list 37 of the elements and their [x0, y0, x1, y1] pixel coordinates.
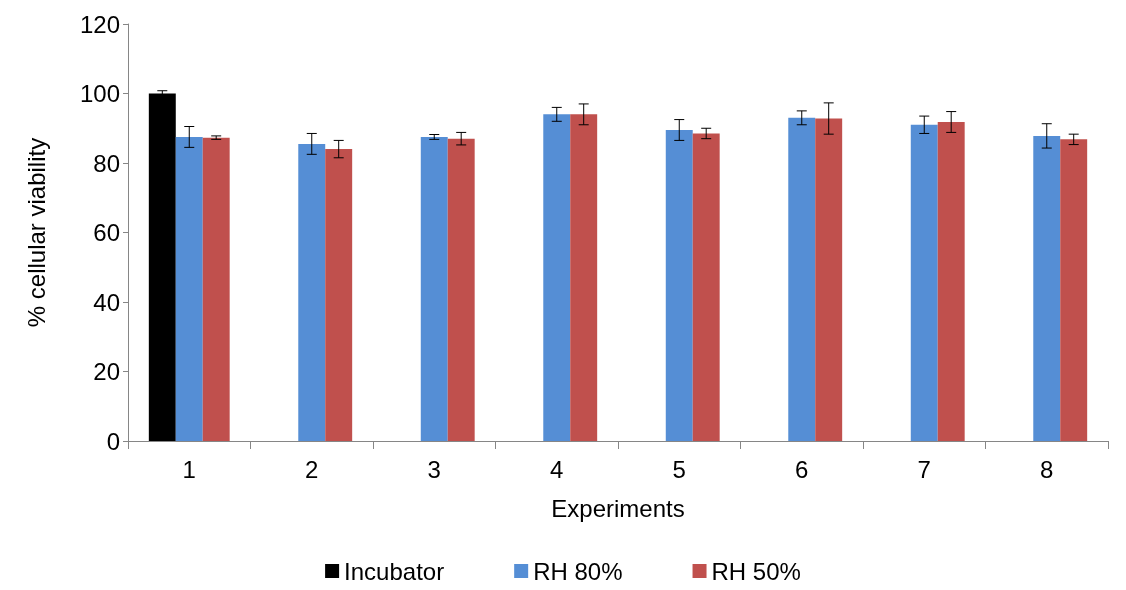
bar [665, 129, 693, 441]
y-axis-title: % cellular viability [22, 137, 50, 328]
bar [298, 143, 326, 441]
y-tick-label: 80 [93, 149, 120, 177]
y-tick-label: 40 [93, 288, 120, 316]
x-tick-label: 1 [182, 455, 196, 483]
bar [148, 93, 176, 441]
bar [1060, 139, 1088, 441]
bar [570, 114, 598, 441]
bar [202, 137, 230, 441]
bar [447, 138, 475, 441]
y-tick-label: 20 [93, 358, 120, 385]
x-tick-label: 6 [795, 455, 809, 483]
x-tick-label: 5 [672, 455, 686, 483]
bar [910, 124, 938, 441]
bar [1033, 135, 1061, 441]
y-tick-label: 120 [79, 10, 120, 38]
x-tick-label: 8 [1040, 455, 1054, 483]
x-tick-label: 4 [550, 455, 564, 483]
bar [788, 117, 816, 441]
x-tick-label: 7 [917, 455, 931, 483]
bar [420, 136, 448, 441]
bar [815, 118, 843, 441]
y-tick-label: 60 [93, 219, 120, 246]
bar [325, 149, 353, 441]
y-tick-label: 0 [106, 427, 120, 455]
bar [543, 114, 571, 441]
legend-label: RH 50% [711, 557, 801, 585]
bar [937, 122, 965, 441]
y-tick-label: 100 [79, 80, 120, 107]
bar [692, 133, 720, 441]
x-tick-label: 3 [427, 455, 441, 483]
x-tick-label: 2 [305, 455, 319, 483]
legend-label: RH 80% [533, 557, 623, 585]
x-axis-title: Experiments [551, 494, 685, 522]
legend-label: Incubator [344, 557, 445, 585]
bar [175, 136, 203, 441]
